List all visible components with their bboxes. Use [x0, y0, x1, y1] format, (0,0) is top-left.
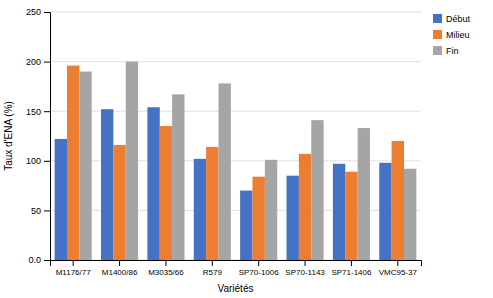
grid [50, 12, 421, 260]
x-tick-label: M3035/66 [148, 268, 184, 277]
legend-item: Milieu [433, 30, 470, 40]
y-tick-label: 200 [26, 57, 41, 67]
bar [299, 154, 311, 260]
bar [358, 128, 370, 260]
x-tick-label: SP70-1006 [239, 268, 280, 277]
y-tick-label: 250 [26, 7, 41, 17]
bar-series [79, 62, 416, 260]
x-axis-title: Variétés [218, 283, 254, 294]
bar [194, 159, 206, 260]
x-tick-mark [258, 260, 259, 266]
legend-label: Début [446, 14, 471, 24]
bar [67, 66, 79, 260]
bar [392, 141, 404, 260]
bar [333, 164, 345, 260]
y-tick: 50 [31, 206, 50, 216]
y-tick-mark [44, 12, 50, 13]
bar [101, 109, 113, 260]
y-tick-label: 150 [26, 107, 41, 117]
y-axis-line [44, 13, 51, 261]
x-tick-mark [119, 260, 120, 266]
legend-item: Fin [433, 46, 459, 56]
bar [160, 126, 172, 260]
grid-line [50, 61, 421, 62]
legend-swatch [433, 14, 442, 23]
x-tick: M3035/66 [148, 260, 184, 277]
y-tick: 150 [26, 107, 50, 117]
x-tick-label: VMC95-37 [379, 268, 418, 277]
bar [218, 83, 230, 260]
bars [55, 62, 417, 260]
y-axis: 0.0 50 100 150 200 250 [26, 7, 51, 265]
legend-swatch [433, 30, 442, 39]
bar [345, 172, 357, 260]
bar [265, 160, 277, 260]
x-tick: R579 [203, 260, 223, 277]
legend-label: Milieu [446, 30, 470, 40]
x-tick-mark [305, 260, 306, 266]
x-tick: SP70-1143 [285, 260, 325, 277]
plot: 0.0 50 100 150 200 250 M1176/77 M1400/86 M3035/6… [3, 7, 422, 294]
y-tick-label: 100 [26, 156, 41, 166]
x-tick-mark [73, 260, 74, 266]
x-tick-label: R579 [203, 268, 223, 277]
legend: Début Milieu Fin [433, 14, 471, 56]
y-tick-mark [44, 111, 50, 112]
y-tick-mark [44, 161, 50, 162]
bar [404, 169, 416, 260]
x-tick-mark [351, 260, 352, 266]
y-tick-mark [44, 260, 50, 261]
x-tick-label: M1176/77 [56, 268, 92, 277]
x-tick-label: SP70-1143 [285, 268, 325, 277]
y-tick: 200 [26, 57, 50, 67]
bar [253, 177, 265, 260]
legend-label: Fin [446, 46, 459, 56]
bar [206, 147, 218, 260]
bar [113, 145, 125, 260]
bar [287, 176, 299, 260]
y-tick: 100 [26, 156, 50, 166]
chart: 0.0 50 100 150 200 250 M1176/77 M1400/86 M3035/6… [0, 0, 493, 298]
x-tick: SP70-1006 [239, 260, 280, 277]
x-tick: SP71-1406 [331, 260, 372, 277]
bar-series [67, 66, 404, 260]
legend-swatch [433, 46, 442, 55]
x-tick: M1400/86 [102, 260, 138, 277]
bar [379, 163, 391, 260]
x-axis: M1176/77 M1400/86 M3035/66 R579 SP70-1006 SP7… [51, 260, 422, 277]
y-tick-mark [44, 62, 50, 63]
bar [147, 107, 159, 260]
x-tick-mark [212, 260, 213, 266]
bar [126, 62, 138, 260]
y-tick-mark [44, 210, 50, 211]
x-tick-label: SP71-1406 [331, 268, 372, 277]
legend-item: Début [433, 14, 471, 24]
bar [55, 139, 67, 260]
x-tick: VMC95-37 [379, 260, 418, 277]
y-tick: 0.0 [28, 255, 50, 265]
y-tick-label: 50 [31, 206, 41, 216]
bar [240, 191, 252, 260]
x-tick-mark [165, 260, 166, 266]
y-axis-title: Taux d'ENA (%) [3, 101, 14, 171]
x-tick-label: M1400/86 [102, 268, 138, 277]
bar [79, 72, 91, 260]
y-tick: 250 [26, 7, 50, 17]
grid-line [50, 12, 421, 13]
bar [311, 120, 323, 260]
x-tick: M1176/77 [56, 260, 92, 277]
x-tick-mark [397, 260, 398, 266]
bar [172, 94, 184, 260]
y-tick-label: 0.0 [28, 255, 41, 265]
x-axis-line [51, 261, 422, 267]
